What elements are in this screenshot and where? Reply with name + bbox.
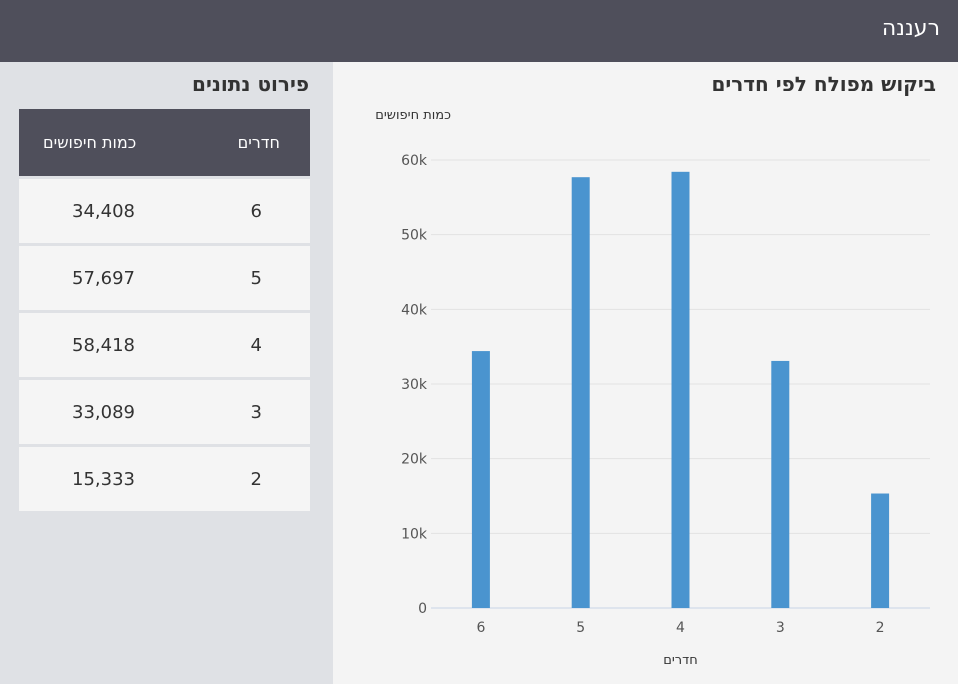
cell-search-count: 15,333 <box>72 469 135 490</box>
table-row: 5 57,697 <box>19 246 310 310</box>
bar[interactable] <box>571 177 590 608</box>
y-tick-label: 10k <box>401 526 428 542</box>
table-row: 3 33,089 <box>19 380 310 444</box>
chart-title: ביקוש מפולח לפי חדרים <box>711 72 936 96</box>
cell-rooms: 3 <box>250 402 262 423</box>
cell-rooms: 6 <box>250 201 262 222</box>
table-row: 4 58,418 <box>19 313 310 377</box>
x-tick-label: 2 <box>876 620 885 636</box>
bar[interactable] <box>471 351 490 608</box>
cell-search-count: 33,089 <box>72 402 135 423</box>
cell-rooms: 4 <box>250 335 262 356</box>
data-details-panel: פירוט נתונים חדרים כמות חיפושים 6 34,408… <box>0 62 333 684</box>
column-header-search-count: כמות חיפושים <box>43 133 137 152</box>
y-tick-label: 50k <box>401 228 428 244</box>
column-header-rooms: חדרים <box>237 133 280 152</box>
data-table: חדרים כמות חיפושים 6 34,408 5 57,697 4 5… <box>19 109 310 511</box>
data-details-title: פירוט נתונים <box>192 72 309 96</box>
x-tick-label: 4 <box>676 620 685 636</box>
bar[interactable] <box>671 171 690 608</box>
cell-search-count: 58,418 <box>72 335 135 356</box>
y-axis-title: כמות חיפושים <box>375 108 451 123</box>
y-tick-label: 20k <box>401 452 428 468</box>
city-title: רעננה <box>881 16 940 41</box>
x-axis-title: חדרים <box>663 653 697 668</box>
y-tick-label: 60k <box>401 153 428 169</box>
table-row: 2 15,333 <box>19 447 310 511</box>
x-tick-label: 5 <box>576 620 585 636</box>
y-tick-label: 30k <box>401 377 428 393</box>
bar[interactable] <box>871 493 890 608</box>
table-header: חדרים כמות חיפושים <box>19 109 310 176</box>
bar-chart: 0 10k 20k 30k 40k 50k 60k 6 5 4 3 2 כמות חיפושים חדרי… <box>375 108 930 668</box>
cell-search-count: 57,697 <box>72 268 135 289</box>
x-tick-label: 6 <box>476 620 485 636</box>
bar[interactable] <box>771 360 790 608</box>
cell-rooms: 2 <box>250 469 262 490</box>
cell-rooms: 5 <box>250 268 262 289</box>
y-tick-label: 0 <box>418 601 427 617</box>
app-header: רעננה <box>0 0 958 62</box>
chart-panel: ביקוש מפולח לפי חדרים 0 10k 20k 30k 40k 50k 60… <box>333 62 958 684</box>
x-tick-label: 3 <box>776 620 785 636</box>
y-tick-label: 40k <box>401 302 428 318</box>
table-row: 6 34,408 <box>19 179 310 243</box>
cell-search-count: 34,408 <box>72 201 135 222</box>
